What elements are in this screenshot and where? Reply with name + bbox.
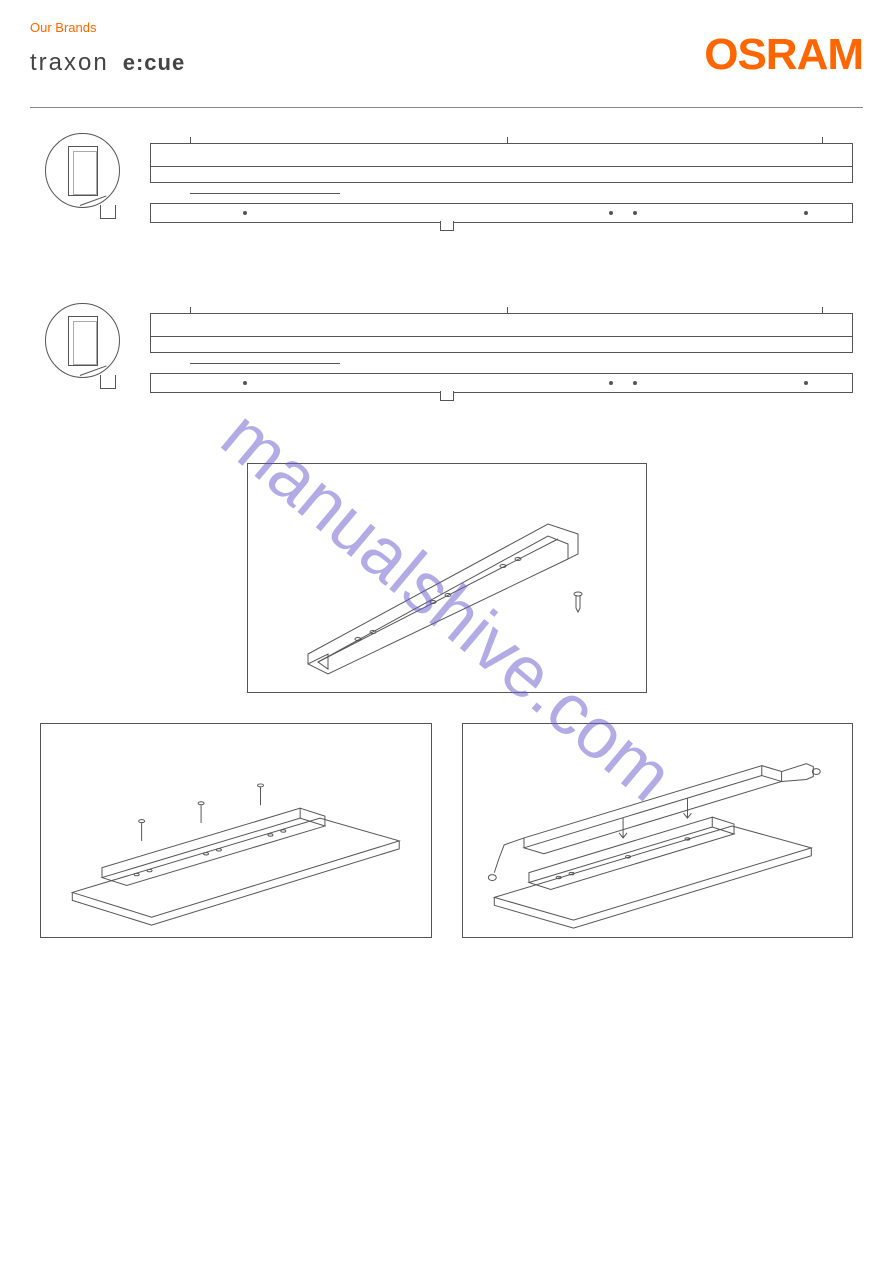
u-bracket-icon (100, 205, 116, 219)
dimension-line-mid (190, 193, 340, 194)
diagram-profile-a (40, 133, 853, 253)
steps-row (40, 723, 853, 938)
mid-notch (440, 391, 454, 401)
end-detail-circle (45, 133, 120, 208)
diagram-bracket-iso (247, 463, 647, 693)
traxon-logo: traxon (30, 49, 109, 77)
u-bracket-icon (100, 375, 116, 389)
bracket-iso-svg (248, 464, 648, 694)
diagram-profile-b (40, 303, 853, 423)
profile-bar-top (150, 143, 853, 183)
step-number (469, 730, 493, 754)
mid-notch (440, 221, 454, 231)
step-2-box (462, 723, 854, 938)
ecue-logo: e:cue (123, 50, 185, 76)
osram-logo: OSRAM (704, 30, 863, 80)
profile-bar-top (150, 313, 853, 353)
dimension-line-mid (190, 363, 340, 364)
step-2-svg (463, 724, 853, 937)
end-detail-rect (68, 146, 98, 196)
step-1-box (40, 723, 432, 938)
step-number (47, 730, 71, 754)
step-1-svg (41, 724, 431, 937)
page-header: Our Brands traxon e:cue OSRAM (0, 0, 893, 77)
profile-bar-bottom (150, 203, 853, 223)
end-detail-circle (45, 303, 120, 378)
end-detail-rect (68, 316, 98, 366)
header-divider (30, 107, 863, 108)
profile-bar-bottom (150, 373, 853, 393)
